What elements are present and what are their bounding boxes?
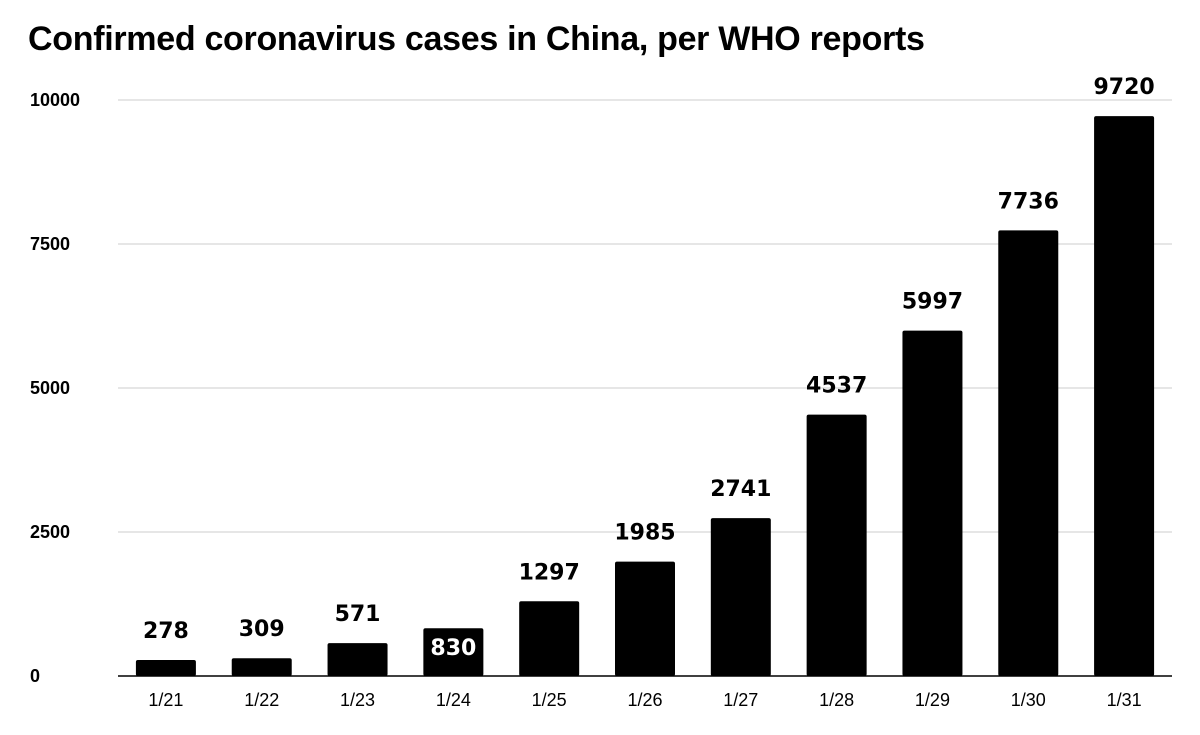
bar <box>615 561 675 676</box>
x-tick-label: 1/31 <box>1107 690 1142 710</box>
y-tick-label: 7500 <box>30 234 70 254</box>
data-label: 571 <box>335 602 381 627</box>
x-tick-label: 1/28 <box>819 690 854 710</box>
y-tick-label: 2500 <box>30 522 70 542</box>
gridlines <box>118 99 1172 533</box>
data-label: 2741 <box>710 477 771 502</box>
data-label: 7736 <box>998 189 1059 214</box>
y-axis-ticks: 0 2500 5000 7500 10000 <box>30 90 80 686</box>
x-axis-labels: 1/21 1/22 1/23 1/24 1/25 1/26 1/27 1/28 1/29 1/30… <box>148 690 1141 710</box>
x-tick-label: 1/25 <box>532 690 567 710</box>
bar <box>806 414 867 676</box>
x-tick-label: 1/30 <box>1011 690 1046 710</box>
x-tick-label: 1/29 <box>915 690 950 710</box>
bar <box>135 659 196 676</box>
bar <box>1094 116 1155 677</box>
x-tick-label: 1/27 <box>723 690 758 710</box>
bar <box>423 628 484 676</box>
y-tick-label: 5000 <box>30 378 70 398</box>
data-label: 278 <box>143 619 189 644</box>
bar <box>998 230 1059 676</box>
x-tick-label: 1/22 <box>244 690 279 710</box>
bar <box>710 518 771 676</box>
x-tick-label: 1/26 <box>627 690 662 710</box>
data-label: 4537 <box>806 374 867 399</box>
data-label: 830 <box>430 636 476 661</box>
data-label: 1985 <box>614 521 675 546</box>
y-tick-label: 0 <box>30 666 40 686</box>
x-tick-label: 1/23 <box>340 690 375 710</box>
bar <box>902 330 963 676</box>
bar <box>231 658 292 676</box>
x-tick-label: 1/24 <box>436 690 471 710</box>
chart-title: Confirmed coronavirus cases in China, pe… <box>28 20 925 58</box>
data-label: 309 <box>239 617 285 642</box>
x-tick-label: 1/21 <box>148 690 183 710</box>
bars: 278 309 571 830 1297 1985 2741 4537 5997 7736 9720 <box>135 75 1155 677</box>
data-label: 9720 <box>1093 75 1154 100</box>
bar <box>519 601 580 676</box>
y-tick-label: 10000 <box>30 90 80 110</box>
data-label: 5997 <box>902 290 963 315</box>
data-label: 1297 <box>519 560 580 585</box>
bar <box>327 643 388 676</box>
